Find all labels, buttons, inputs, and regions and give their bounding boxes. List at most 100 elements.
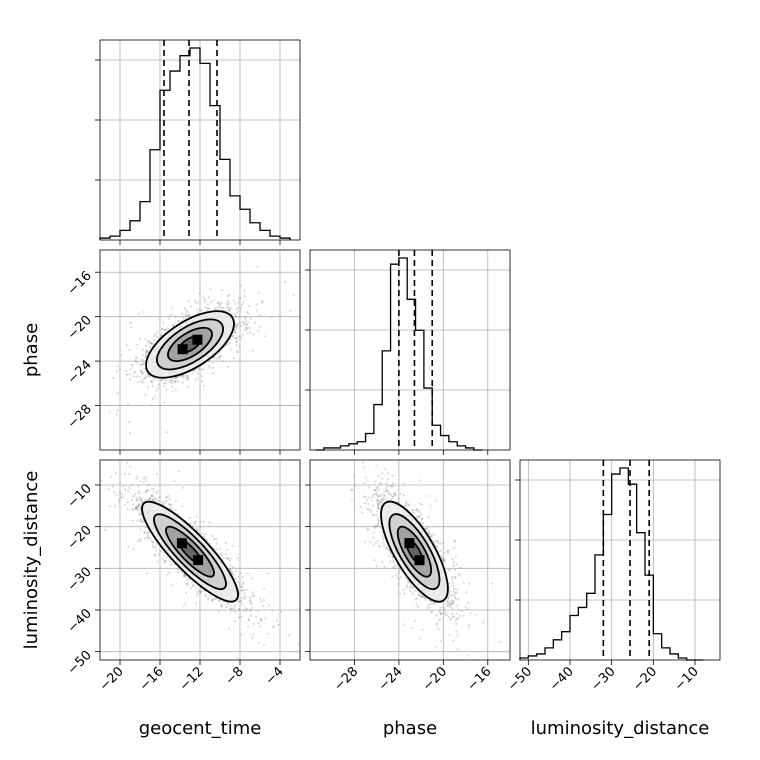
scatter-point	[244, 596, 247, 599]
scatter-point	[200, 591, 203, 594]
scatter-point	[150, 404, 153, 407]
scatter-point	[141, 500, 144, 503]
scatter-point	[185, 314, 188, 317]
scatter-point	[241, 603, 244, 606]
scatter-point	[249, 331, 252, 334]
scatter-point	[182, 605, 185, 608]
scatter-point	[115, 370, 118, 373]
scatter-point	[224, 541, 227, 545]
scatter-point	[178, 470, 181, 473]
scatter-point	[222, 601, 225, 604]
scatter-point	[224, 553, 228, 556]
scatter-point	[206, 308, 209, 311]
scatter-point	[211, 357, 215, 360]
density-peak	[177, 344, 188, 355]
scatter-point	[204, 300, 207, 303]
scatter-point	[142, 362, 145, 365]
scatter-point	[144, 478, 148, 482]
scatter-point	[135, 343, 138, 346]
scatter-point	[166, 327, 169, 330]
scatter-point	[234, 331, 237, 334]
scatter-point	[188, 314, 191, 317]
scatter-point	[236, 311, 239, 314]
scatter-point	[150, 342, 154, 345]
scatter-point	[267, 632, 270, 635]
scatter-point	[140, 358, 144, 361]
scatter-point	[119, 481, 122, 484]
scatter-point	[228, 308, 231, 311]
scatter-point	[238, 316, 241, 319]
panel-frame	[99, 249, 301, 451]
scatter-point	[132, 375, 135, 378]
scatter-point	[182, 374, 185, 378]
scatter-point	[155, 492, 158, 495]
scatter-point	[164, 500, 167, 503]
x-tick-label-luminosity-distance: −10	[672, 664, 702, 694]
y-tick-label-luminosity-distance: −10	[65, 481, 95, 511]
scatter-point	[196, 377, 199, 380]
scatter-point	[131, 519, 134, 523]
scatter-point	[183, 574, 186, 578]
scatter-point	[240, 600, 243, 603]
scatter-point	[248, 600, 251, 603]
scatter-point	[279, 314, 282, 317]
scatter-point	[245, 311, 248, 314]
x-tick-label-luminosity-distance: −50	[505, 664, 535, 694]
scatter-point	[147, 536, 150, 540]
scatter-point	[155, 335, 158, 338]
scatter-point	[197, 368, 200, 371]
scatter-point	[174, 389, 177, 392]
scatter-point	[132, 495, 135, 498]
scatter-point	[134, 492, 137, 496]
scatter-point	[147, 534, 150, 537]
scatter-point	[236, 350, 239, 354]
scatter-point	[152, 495, 155, 498]
scatter-point	[237, 575, 240, 579]
scatter-point	[226, 343, 229, 346]
scatter-point	[140, 497, 144, 500]
scatter-point	[167, 503, 171, 506]
scatter-point	[252, 622, 255, 626]
scatter-point	[182, 317, 185, 320]
scatter-point	[182, 486, 185, 489]
scatter-point	[196, 372, 199, 375]
scatter-point	[124, 503, 127, 506]
scatter-point	[236, 580, 239, 584]
scatter-point	[177, 571, 180, 574]
scatter-point	[207, 296, 210, 299]
scatter-point	[165, 499, 168, 502]
scatter-point	[139, 537, 142, 541]
scatter-point	[251, 349, 254, 352]
scatter-point	[219, 304, 222, 307]
scatter-point	[130, 363, 133, 366]
scatter-point	[136, 498, 139, 502]
scatter-point	[135, 506, 138, 509]
scatter-point	[219, 547, 222, 551]
scatter-point	[150, 381, 153, 384]
scatter-point	[146, 498, 149, 501]
scatter-point	[195, 308, 199, 311]
scatter-point	[200, 309, 203, 312]
scatter-point	[152, 546, 155, 549]
scatter-point	[148, 339, 151, 342]
scatter-point	[249, 317, 252, 320]
scatter-point	[174, 380, 177, 383]
scatter-point	[151, 498, 154, 501]
scatter-point	[139, 519, 142, 522]
scatter-point	[204, 533, 207, 536]
scatter-point	[181, 381, 184, 384]
scatter-point	[202, 521, 205, 524]
scatter-point	[256, 265, 259, 268]
scatter-point	[244, 326, 247, 329]
scatter-point	[118, 368, 121, 371]
scatter-point	[229, 564, 232, 567]
scatter-point	[192, 583, 195, 587]
scatter-point	[142, 311, 145, 314]
scatter-point	[232, 334, 235, 337]
scatter-point	[229, 611, 232, 614]
scatter-point	[135, 375, 138, 378]
scatter-point	[164, 328, 167, 331]
scatter-point	[135, 507, 138, 510]
scatter-point	[151, 380, 154, 383]
scatter-point	[141, 348, 144, 351]
